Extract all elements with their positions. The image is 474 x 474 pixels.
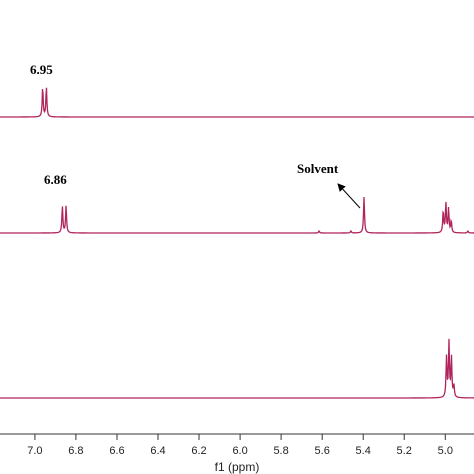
peak-label-6-95: 6.95: [30, 62, 53, 77]
x-tick-label: 6.6: [109, 445, 124, 457]
solvent-label: Solvent: [297, 161, 339, 176]
x-tick-label: 5.6: [315, 445, 330, 457]
spectrum-trace-2: [0, 196, 474, 234]
x-tick-label: 6.2: [191, 445, 206, 457]
solvent-arrow: [337, 183, 361, 209]
x-tick-label: 5.4: [356, 445, 371, 457]
peak-label-6-86: 6.86: [44, 172, 67, 187]
x-tick-label: 6.0: [232, 445, 247, 457]
x-tick-label: 6.4: [150, 445, 165, 457]
x-tick-label: 7.0: [27, 445, 42, 457]
spectrum-trace-1: [0, 87, 474, 118]
x-tick-label: 5.8: [273, 445, 288, 457]
x-axis-title: f1 (ppm): [215, 460, 260, 474]
spectrum-trace-3: [0, 338, 474, 399]
x-tick-label: 5.2: [397, 445, 412, 457]
spectra-traces: [0, 87, 474, 399]
x-tick-label: 6.8: [68, 445, 83, 457]
x-axis: [0, 433, 474, 440]
peak-annotations: 6.95 6.86 Solvent: [30, 62, 361, 209]
x-tick-label: 5.0: [438, 445, 453, 457]
